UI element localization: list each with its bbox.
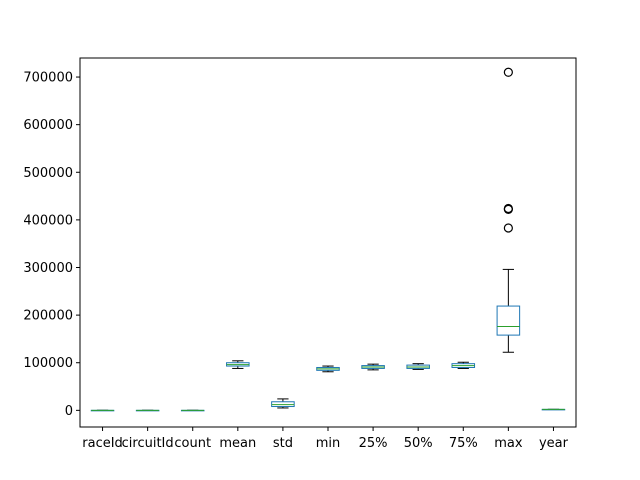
y-tick-label: 400000 <box>23 213 73 228</box>
box-7 <box>406 363 430 370</box>
x-tick-label: raceId <box>82 436 123 451</box>
box-9 <box>496 67 521 353</box>
x-tick-label: min <box>316 436 341 451</box>
box-6 <box>361 363 385 371</box>
x-tick-label: max <box>494 436 523 451</box>
x-tick-label: 25% <box>359 436 388 451</box>
box-1 <box>135 409 160 412</box>
flier-point <box>503 223 513 233</box>
y-axis: 0 100000 200000 300000 400000 500000 600000 700… <box>23 71 80 419</box>
x-tick-label: mean <box>219 436 256 451</box>
y-tick-label: 0 <box>65 404 73 419</box>
box-4 <box>271 398 295 409</box>
y-tick-label: 500000 <box>23 166 73 181</box>
y-tick-label: 300000 <box>23 261 73 276</box>
x-tick-label: circuitId <box>122 436 174 451</box>
flier-point <box>503 67 513 77</box>
box-5 <box>316 365 340 373</box>
box-0 <box>90 409 115 412</box>
x-tick-label: count <box>174 436 211 451</box>
x-tick-label: year <box>539 436 569 451</box>
y-tick-label: 700000 <box>23 71 73 86</box>
axes-frame <box>79 57 577 428</box>
box-10 <box>541 408 566 411</box>
x-tick-label: 75% <box>449 436 478 451</box>
x-tick-label: 50% <box>404 436 433 451</box>
y-tick-label: 100000 <box>23 356 73 371</box>
box-body <box>496 305 521 336</box>
box-8 <box>451 361 476 369</box>
y-tick-label: 600000 <box>23 118 73 133</box>
x-tick-label: std <box>273 436 293 451</box>
box-series <box>90 67 566 412</box>
box-3 <box>226 360 250 369</box>
flier-point <box>503 203 513 214</box>
y-tick-label: 200000 <box>23 309 73 324</box>
box-2 <box>180 409 205 412</box>
